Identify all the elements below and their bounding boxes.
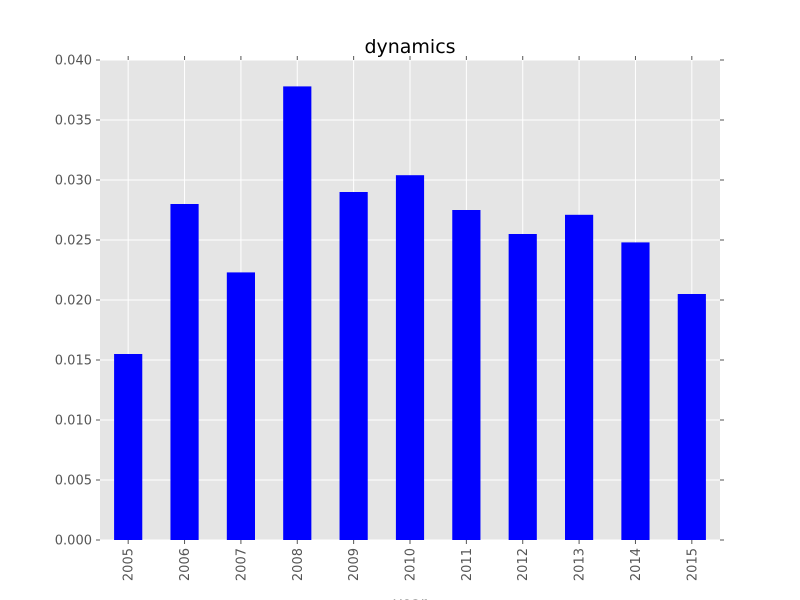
y-tick-label: 0.035 xyxy=(55,114,92,129)
axis-ticks xyxy=(96,56,724,544)
y-tick-label: 0.010 xyxy=(55,414,92,429)
bar-2009 xyxy=(339,192,368,540)
y-tick-labels: 0.000 0.005 0.010 0.015 0.020 0.025 0.030 0.035… xyxy=(55,54,92,549)
x-tick-label: 2008 xyxy=(291,548,306,581)
x-tick-label: 2005 xyxy=(122,548,137,581)
x-tick-labels: 2005 2006 2007 2008 2009 2010 2011 2012 2013 2014… xyxy=(122,548,701,581)
x-tick-label: 2014 xyxy=(629,548,644,581)
y-tick-label: 0.025 xyxy=(55,234,92,249)
bar-2011 xyxy=(452,210,481,540)
chart-title: dynamics xyxy=(364,36,455,58)
y-tick-label: 0.000 xyxy=(55,534,92,549)
x-tick-label: 2012 xyxy=(516,548,531,581)
bar-2013 xyxy=(565,214,594,541)
y-tick-label: 0.030 xyxy=(55,174,92,189)
bar-2014 xyxy=(621,242,650,540)
bars xyxy=(114,86,706,541)
bar-2006 xyxy=(170,204,199,540)
x-tick-label: 2006 xyxy=(178,548,193,581)
y-tick-label: 0.015 xyxy=(55,354,92,369)
x-tick-label: 2013 xyxy=(573,548,588,581)
x-tick-label: 2011 xyxy=(460,548,475,581)
bar-2007 xyxy=(226,272,255,540)
bar-2005 xyxy=(114,354,143,540)
x-tick-label: 2015 xyxy=(685,548,700,581)
x-axis-label: year xyxy=(393,594,427,600)
bar-2010 xyxy=(395,175,425,540)
y-tick-label: 0.020 xyxy=(55,294,92,309)
y-tick-label: 0.005 xyxy=(55,474,92,489)
y-tick-label: 0.040 xyxy=(55,54,92,69)
x-tick-label: 2007 xyxy=(234,548,249,581)
bar-2008 xyxy=(283,86,312,541)
bar-2012 xyxy=(508,234,537,540)
bar-2015 xyxy=(677,294,706,540)
x-tick-label: 2009 xyxy=(347,548,362,581)
x-tick-label: 2010 xyxy=(404,548,419,581)
